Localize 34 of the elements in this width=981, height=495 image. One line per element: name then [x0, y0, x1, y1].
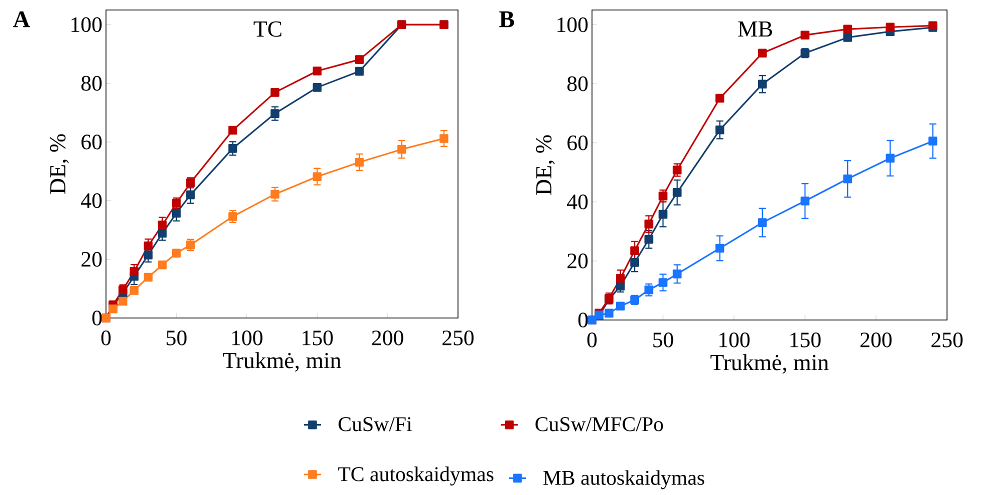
x-tick-label: 150	[790, 332, 821, 348]
y-tick-label: 0	[92, 310, 102, 326]
y-axis-title: DE, %	[50, 134, 69, 194]
x-tick-label: 100	[719, 332, 750, 348]
x-tick-label: 200	[372, 330, 404, 346]
y-tick-label: 40	[566, 194, 588, 210]
x-tick-label: 250	[442, 330, 474, 346]
legend-label: CuSw/MFC/Po	[536, 417, 663, 432]
text: A	[13, 11, 30, 28]
y-axis-title: DE, %	[536, 135, 555, 195]
y-tick-label: 60	[82, 134, 102, 150]
y-tick-label: 20	[568, 254, 588, 268]
y-tick-label: 100	[558, 17, 588, 32]
x-tick-label: 100	[232, 330, 262, 346]
x-tick-label: 250	[932, 332, 963, 348]
y-tick-label: 80	[567, 76, 588, 92]
x-tick-label: 150	[302, 330, 333, 346]
x-axis-title: Trukmė, min	[710, 354, 829, 374]
chart-title: MB	[738, 21, 772, 37]
y-tick-label: 80	[81, 76, 102, 91]
text: B	[499, 11, 514, 28]
x-axis-title: Trukmė, min	[223, 352, 342, 372]
x-tick-label: 50	[166, 330, 187, 346]
y-tick-label: 60	[568, 135, 588, 150]
x-tick-label: 200	[860, 332, 892, 348]
y-tick-label: 100	[72, 17, 102, 32]
x-tick-label: 50	[653, 332, 674, 348]
legend-label: TC autoskaidymas	[338, 466, 494, 486]
legend-label: MB autoskaidymas	[543, 470, 704, 490]
y-tick-label: 20	[82, 252, 102, 267]
chart-title: TC	[254, 21, 282, 37]
legend-label: CuSw/Fi	[338, 417, 412, 432]
y-tick-label: 0	[578, 312, 588, 328]
y-tick-label: 40	[80, 193, 102, 208]
